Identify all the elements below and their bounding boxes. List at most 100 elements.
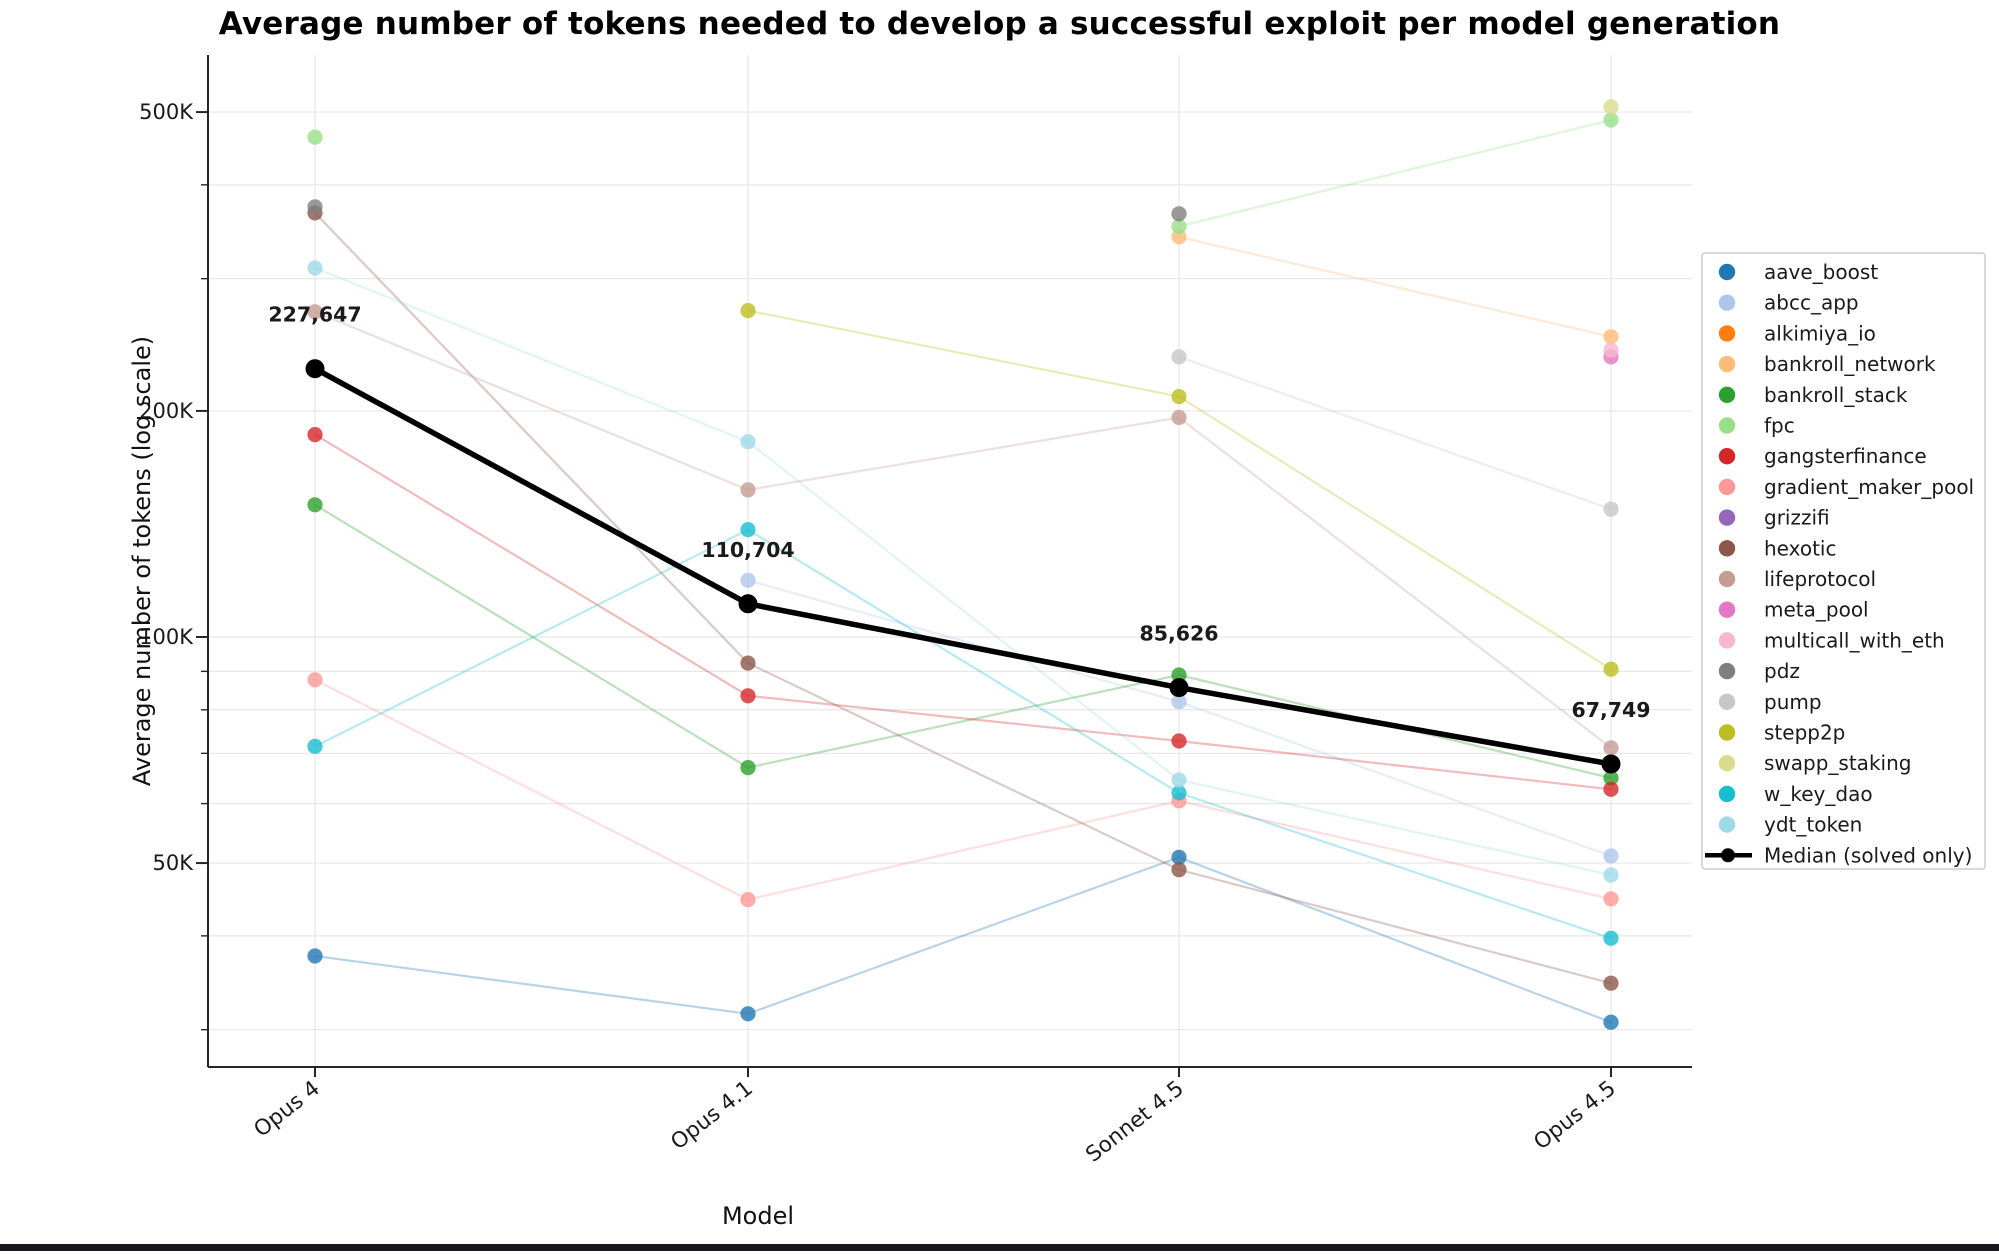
legend-label-fpc: fpc bbox=[1764, 414, 1795, 438]
series-marker-w_key_dao-Sonnet 4.5 bbox=[1171, 785, 1187, 801]
legend-item-gangsterfinance: gangsterfinance bbox=[1718, 444, 1927, 468]
series-line-w_key_dao bbox=[313, 528, 1613, 940]
legend-label-w_key_dao: w_key_dao bbox=[1764, 782, 1873, 806]
series-marker-gradient_maker_pool-Opus 4.5 bbox=[1603, 891, 1619, 907]
legend-label-lifeprotocol: lifeprotocol bbox=[1764, 567, 1876, 591]
series-marker-fpc-Sonnet 4.5 bbox=[1171, 218, 1187, 235]
legend-item-grizzifi: grizzifi bbox=[1718, 506, 1830, 530]
legend-swatch-swapp_staking bbox=[1718, 755, 1736, 772]
series-marker-gangsterfinance-Opus 4.1 bbox=[740, 688, 756, 704]
legend-swatch-gradient_maker_pool bbox=[1718, 478, 1736, 496]
series-marker-bankroll_network-Sonnet 4.5 bbox=[1171, 229, 1187, 245]
x-tick-label-Opus 4.1: Opus 4.1 bbox=[666, 1076, 757, 1155]
y-tick-label-200K: 200K bbox=[139, 399, 194, 423]
series-marker-abcc_app-Sonnet 4.5 bbox=[1171, 694, 1187, 710]
y-tick-label-100K: 100K bbox=[139, 625, 194, 649]
legend-label-gradient_maker_pool: gradient_maker_pool bbox=[1764, 475, 1974, 499]
median-value-label-Opus 4: 227,647 bbox=[268, 303, 361, 327]
legend-label-bankroll_stack: bankroll_stack bbox=[1764, 383, 1908, 407]
legend-item-stepp2p: stepp2p bbox=[1718, 721, 1845, 745]
legend-swatch-alkimiya_io bbox=[1718, 325, 1736, 342]
legend-swatch-pump bbox=[1718, 693, 1736, 710]
series-line-fpc bbox=[1177, 118, 1613, 228]
x-axis-label: Model bbox=[721, 1202, 795, 1230]
legend-swatch-w_key_dao bbox=[1718, 785, 1736, 803]
series-marker-lifeprotocol-Opus 4.1 bbox=[740, 482, 756, 498]
legend-item-aave_boost: aave_boost bbox=[1718, 260, 1878, 284]
median-series: 227,647 110,704 85,626 67,749 bbox=[268, 303, 1651, 774]
legend-swatch-multicall_with_eth bbox=[1718, 632, 1736, 649]
legend-swatch-stepp2p bbox=[1718, 724, 1736, 741]
gridlines bbox=[208, 55, 1692, 1067]
legend-swatch-pdz bbox=[1718, 662, 1736, 680]
series-line-pump bbox=[1177, 355, 1613, 511]
series-marker-ydt_token-Opus 4.5 bbox=[1603, 867, 1619, 883]
legend-label-abcc_app: abcc_app bbox=[1764, 291, 1859, 315]
legend-label-pump: pump bbox=[1764, 690, 1822, 714]
series-marker-w_key_dao-Opus 4.5 bbox=[1603, 930, 1619, 946]
legend-item-pump: pump bbox=[1718, 690, 1822, 714]
series-marker-bankroll_stack-Opus 4.1 bbox=[740, 760, 756, 776]
legend-swatch-gangsterfinance bbox=[1718, 448, 1736, 465]
series-marker-fpc-Opus 4.5 bbox=[1603, 112, 1619, 128]
series-marker-stepp2p-Opus 4.1 bbox=[740, 303, 756, 319]
y-tick-label-50K: 50K bbox=[153, 851, 195, 875]
legend-swatch-bankroll_stack bbox=[1718, 386, 1736, 403]
series-marker-pump-Opus 4.5 bbox=[1603, 501, 1619, 517]
series-marker-stepp2p-Sonnet 4.5 bbox=[1171, 389, 1187, 405]
series-marker-lifeprotocol-Sonnet 4.5 bbox=[1171, 409, 1187, 426]
x-tick-label-Sonnet 4.5: Sonnet 4.5 bbox=[1081, 1076, 1188, 1168]
legend-item-Median (solved only): Median (solved only) bbox=[1705, 843, 1972, 867]
series-marker-w_key_dao-Opus 4.1 bbox=[740, 522, 756, 538]
legend-swatch-meta_pool bbox=[1718, 601, 1736, 618]
series-marker-pump-Sonnet 4.5 bbox=[1171, 349, 1187, 365]
legend-label-aave_boost: aave_boost bbox=[1764, 260, 1878, 284]
legend-item-ydt_token: ydt_token bbox=[1718, 813, 1862, 837]
series-marker-pdz-Opus 4 bbox=[307, 199, 323, 215]
legend-swatch-fpc bbox=[1718, 417, 1736, 434]
series-marker-gradient_maker_pool-Opus 4.1 bbox=[740, 892, 756, 908]
series-marker-ydt_token-Opus 4.1 bbox=[740, 434, 756, 450]
median-value-label-Sonnet 4.5: 85,626 bbox=[1139, 622, 1218, 646]
series-marker-hexotic-Sonnet 4.5 bbox=[1171, 862, 1187, 878]
bottom-border bbox=[0, 1244, 1999, 1251]
series-line-bankroll_network bbox=[1177, 235, 1613, 338]
legend-label-ydt_token: ydt_token bbox=[1764, 813, 1862, 837]
legend-label-swapp_staking: swapp_staking bbox=[1764, 751, 1911, 775]
series-marker-bankroll_network-Opus 4.5 bbox=[1603, 329, 1619, 345]
legend-item-swapp_staking: swapp_staking bbox=[1718, 751, 1911, 775]
legend-swatch-abcc_app bbox=[1718, 294, 1736, 311]
y-axis-label: Average number of tokens (log scale) bbox=[128, 335, 156, 787]
legend-label-hexotic: hexotic bbox=[1764, 536, 1836, 560]
series-marker-swapp_staking-Opus 4.5 bbox=[1603, 99, 1619, 115]
legend-swatch-grizzifi bbox=[1718, 509, 1736, 526]
series-marker-aave_boost-Opus 4.1 bbox=[740, 1006, 756, 1022]
y-tick-label-500K: 500K bbox=[139, 100, 194, 124]
legend-item-alkimiya_io: alkimiya_io bbox=[1718, 321, 1876, 345]
series-line-lifeprotocol bbox=[313, 310, 1613, 749]
chart-title: Average number of tokens needed to devel… bbox=[218, 6, 1781, 42]
series-marker-bankroll_stack-Sonnet 4.5 bbox=[1171, 667, 1187, 683]
legend-item-bankroll_stack: bankroll_stack bbox=[1718, 383, 1908, 407]
legend-item-gradient_maker_pool: gradient_maker_pool bbox=[1718, 475, 1974, 499]
median-marker-Opus 4.1 bbox=[738, 594, 758, 614]
legend-box bbox=[1701, 252, 1986, 870]
axes: 500K 200K 100K 50K Opus 4 Opus 4.1 Sonnet 4.5 O… bbox=[139, 55, 1692, 1168]
series-marker-bankroll_stack-Opus 4.5 bbox=[1603, 770, 1619, 786]
legend-swatch-hexotic bbox=[1718, 540, 1736, 557]
series-marker-aave_boost-Opus 4 bbox=[307, 948, 323, 964]
series-marker-lifeprotocol-Opus 4.5 bbox=[1603, 740, 1619, 756]
legend-label-bankroll_network: bankroll_network bbox=[1764, 352, 1936, 376]
legend-item-pdz: pdz bbox=[1718, 659, 1800, 683]
median-value-label-Opus 4.5: 67,749 bbox=[1571, 698, 1650, 722]
legend-label-alkimiya_io: alkimiya_io bbox=[1764, 321, 1876, 345]
legend-item-fpc: fpc bbox=[1718, 414, 1795, 438]
series-marker-gangsterfinance-Opus 4 bbox=[307, 427, 323, 443]
series-marker-multicall_with_eth-Opus 4.5 bbox=[1603, 342, 1619, 358]
median-line bbox=[312, 365, 1614, 767]
series-marker-gangsterfinance-Opus 4.5 bbox=[1603, 781, 1619, 797]
series-marker-aave_boost-Sonnet 4.5 bbox=[1171, 849, 1187, 865]
series-line-gangsterfinance bbox=[313, 433, 1613, 791]
series-marker-w_key_dao-Opus 4 bbox=[307, 738, 323, 755]
